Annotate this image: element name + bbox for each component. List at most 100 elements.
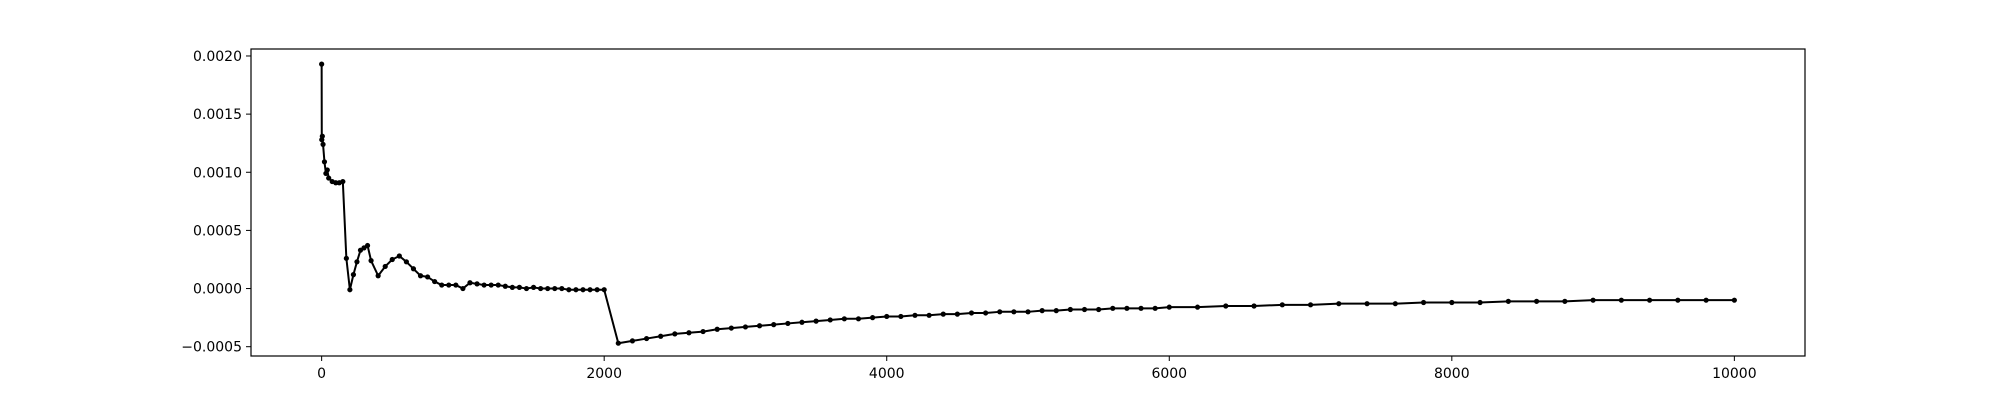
data-point [841, 316, 847, 322]
data-point [1618, 297, 1624, 303]
data-point [912, 312, 918, 318]
data-point [573, 287, 579, 293]
x-tick-label: 6000 [1151, 366, 1187, 382]
data-point [686, 330, 692, 336]
data-point [320, 141, 326, 147]
data-point [1703, 297, 1709, 303]
data-point [1675, 297, 1681, 303]
data-point [658, 333, 664, 339]
data-point [968, 310, 975, 316]
data-point [1124, 305, 1130, 311]
data-point [516, 284, 523, 290]
data-point [629, 338, 636, 344]
data-point [1110, 305, 1116, 311]
data-point [502, 283, 508, 289]
data-point [1477, 299, 1483, 306]
data-point [1590, 297, 1596, 303]
data-point [827, 317, 833, 323]
data-point [467, 280, 473, 286]
data-point [771, 322, 777, 328]
data-point [488, 282, 494, 288]
data-point [354, 259, 360, 265]
y-tick-label: 0.0015 [193, 107, 242, 123]
data-point [700, 328, 706, 335]
data-point [350, 272, 357, 278]
data-point [742, 324, 749, 330]
data-point [926, 312, 932, 318]
x-tick-label: 0 [317, 366, 326, 382]
data-point [319, 133, 325, 139]
data-point [375, 273, 381, 279]
data-point [566, 287, 572, 293]
data-point [898, 313, 904, 320]
data-point [799, 319, 805, 325]
data-point [714, 326, 720, 332]
data-point [552, 285, 558, 292]
data-point [1731, 297, 1737, 303]
data-point [446, 282, 452, 288]
data-point [1533, 298, 1540, 304]
data-point [324, 167, 330, 173]
data-point [1223, 303, 1229, 309]
data-point [1152, 305, 1158, 311]
data-point [813, 318, 819, 324]
data-point [368, 258, 374, 264]
data-point [855, 316, 862, 322]
data-point [672, 331, 678, 337]
data-point [340, 178, 346, 185]
data-point [545, 285, 551, 292]
data-point [1251, 303, 1257, 309]
data-point [615, 340, 621, 346]
data-point [321, 159, 328, 165]
data-point [410, 266, 417, 272]
data-point [509, 284, 515, 290]
plot-frame [250, 48, 1806, 357]
series-layer [319, 61, 1737, 346]
data-point [382, 263, 388, 270]
data-point [1420, 299, 1427, 306]
data-point [403, 259, 409, 265]
x-tick-label: 4000 [869, 366, 905, 382]
data-point [460, 285, 466, 292]
data-point [954, 311, 960, 317]
data-point [538, 285, 544, 292]
data-point [1505, 298, 1511, 304]
data-point [643, 335, 650, 342]
data-point [1039, 308, 1045, 314]
data-point [1392, 301, 1398, 307]
data-point [343, 255, 349, 261]
data-point [1067, 306, 1073, 313]
x-tick-label: 2000 [586, 366, 622, 382]
data-point [474, 281, 480, 287]
data-point [1449, 299, 1455, 306]
data-point [523, 285, 530, 292]
data-point [326, 175, 332, 181]
data-point [1138, 305, 1144, 311]
data-point [481, 282, 487, 288]
data-point [1194, 304, 1201, 310]
data-point [1647, 297, 1653, 303]
data-point [417, 273, 424, 279]
data-point [347, 287, 353, 293]
data-point [601, 287, 607, 293]
data-point [997, 309, 1003, 315]
data-point [756, 323, 763, 329]
data-point [364, 242, 371, 249]
data-point [1307, 302, 1314, 308]
data-point [495, 282, 501, 288]
x-tick-label: 8000 [1434, 366, 1470, 382]
data-point [530, 284, 537, 290]
data-point [1025, 309, 1031, 315]
data-point [424, 274, 431, 280]
data-point [389, 256, 395, 263]
data-point [319, 61, 325, 67]
y-tick-label: 0.0010 [193, 165, 242, 181]
data-point [940, 311, 946, 317]
data-point [785, 320, 791, 327]
data-point [1053, 308, 1059, 314]
data-point [1096, 306, 1102, 313]
data-point [884, 313, 890, 320]
y-tick-label: 0.0005 [193, 223, 242, 239]
data-point [1166, 304, 1172, 310]
data-point [587, 287, 593, 293]
